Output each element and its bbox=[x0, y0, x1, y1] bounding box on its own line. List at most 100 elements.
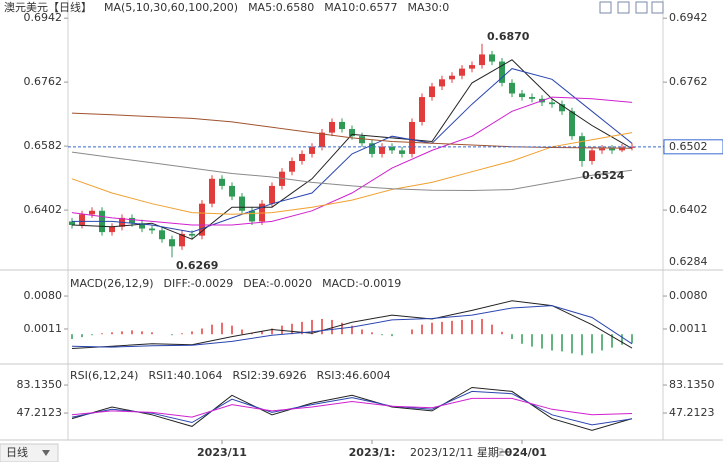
legend-item: DIFF:-0.0029 bbox=[164, 277, 234, 290]
period-button[interactable] bbox=[0, 443, 59, 462]
legend-item: RSI2:39.6926 bbox=[233, 369, 307, 382]
candle-body bbox=[579, 136, 585, 162]
y-tick-label: 0.0011 bbox=[24, 322, 63, 335]
rsi-line bbox=[71, 397, 633, 418]
candle-body bbox=[569, 111, 575, 137]
candle-body bbox=[289, 161, 295, 172]
y-tick-label: 0.6402 bbox=[669, 203, 708, 216]
legend-item: MACD(26,12,9) bbox=[70, 277, 154, 290]
candle-body bbox=[79, 214, 85, 225]
candle-body bbox=[359, 136, 365, 144]
icon[interactable] bbox=[617, 1, 630, 14]
candle-body bbox=[439, 79, 445, 87]
legend-item: MACD:-0.0019 bbox=[322, 277, 401, 290]
dropdown-arrow bbox=[42, 450, 50, 456]
candle-body bbox=[69, 221, 75, 225]
price-annotation: 0.6870 bbox=[487, 30, 530, 43]
x-tick-label: 2024/01 bbox=[497, 446, 547, 459]
title: 澳元美元【日线】 bbox=[4, 0, 92, 14]
y-tick-label: 83.1350 bbox=[669, 378, 715, 391]
candle-body bbox=[299, 153, 305, 162]
ma-line bbox=[71, 96, 633, 226]
legend-item: MA10:0.6577 bbox=[324, 1, 397, 14]
candle-body bbox=[409, 121, 415, 154]
y-tick-label: 0.6942 bbox=[24, 11, 63, 24]
y-tick-label: 0.0080 bbox=[24, 289, 63, 302]
legend-item: MA30:0 bbox=[408, 1, 450, 14]
y-tick-label: 47.2123 bbox=[17, 406, 63, 419]
ma-line bbox=[72, 68, 633, 233]
y-tick-label: 83.1350 bbox=[17, 378, 63, 391]
legend-item: DEA:-0.0020 bbox=[243, 277, 312, 290]
candle-body bbox=[369, 143, 375, 154]
toolbar-icons bbox=[599, 1, 664, 14]
candle-body bbox=[229, 185, 235, 197]
legend-item: RSI(6,12,24) bbox=[70, 369, 138, 382]
y-tick-label: 0.6582 bbox=[24, 139, 63, 152]
candle-body bbox=[599, 148, 605, 151]
candle-body bbox=[529, 97, 535, 99]
macd-line bbox=[71, 300, 633, 349]
price-annotation: 0.6524 bbox=[582, 169, 625, 182]
candle-body bbox=[89, 210, 95, 215]
x-tick-label: 2023/11 bbox=[197, 446, 247, 459]
candle-body bbox=[109, 226, 115, 233]
legend-item: MA5:0.6580 bbox=[248, 1, 314, 14]
candle-body bbox=[389, 146, 395, 151]
x-tick-label: 2023/1: bbox=[349, 446, 396, 459]
icon[interactable] bbox=[651, 1, 664, 14]
y-tick-label: 0.6762 bbox=[24, 75, 63, 88]
y-tick-label: 0.0011 bbox=[669, 322, 708, 335]
candle-body bbox=[459, 68, 465, 76]
ma-line bbox=[71, 59, 633, 240]
legend-item: RSI3:46.6004 bbox=[317, 369, 391, 382]
y-tick-label: 0.6762 bbox=[669, 75, 708, 88]
ma-line bbox=[71, 151, 633, 192]
candle-body bbox=[609, 148, 615, 151]
candle-body bbox=[309, 146, 315, 154]
candle-body bbox=[519, 93, 525, 98]
candle-body bbox=[449, 75, 455, 80]
candle-body bbox=[129, 217, 135, 224]
period-label[interactable]: 日线 bbox=[6, 445, 28, 459]
candle-body bbox=[549, 102, 555, 105]
candle-body bbox=[349, 129, 355, 137]
y-tick-label: 0.0080 bbox=[669, 289, 708, 302]
candle-body bbox=[159, 230, 165, 240]
candle-body bbox=[419, 97, 425, 122]
candle-body bbox=[319, 132, 325, 147]
y-tick-label: 0.6942 bbox=[669, 11, 708, 24]
legend-item: MA(5,10,30,60,100,200) bbox=[104, 1, 238, 14]
candle-body bbox=[509, 82, 515, 94]
candle-body bbox=[589, 150, 595, 162]
y-tick-label: 47.2123 bbox=[669, 406, 715, 419]
candle-body bbox=[179, 233, 185, 247]
rsi-line bbox=[71, 386, 633, 431]
candle-body bbox=[329, 121, 335, 133]
crosshair-date: 2023/12/11 星期一 bbox=[410, 446, 510, 459]
legend-item: RSI1:40.1064 bbox=[148, 369, 222, 382]
candle-body bbox=[499, 61, 505, 83]
candle-body bbox=[619, 147, 625, 151]
ma-line bbox=[71, 132, 633, 215]
price-annotation: 0.6269 bbox=[176, 259, 218, 272]
candle-body bbox=[629, 146, 635, 148]
rsi-line bbox=[71, 390, 633, 426]
candle-body bbox=[249, 210, 255, 222]
icon[interactable] bbox=[599, 1, 612, 14]
candle-body bbox=[469, 65, 475, 69]
candle-body bbox=[209, 178, 215, 204]
last-price-label: 0.6502 bbox=[669, 140, 708, 153]
candle-body bbox=[269, 185, 275, 204]
last-price-box bbox=[663, 139, 723, 155]
candle-body bbox=[149, 228, 155, 231]
candle-body bbox=[379, 146, 385, 154]
candle-body bbox=[219, 178, 225, 186]
candle-body bbox=[199, 203, 205, 236]
icon[interactable] bbox=[635, 1, 648, 14]
candle-body bbox=[189, 233, 195, 236]
candle-body bbox=[399, 150, 405, 154]
crosshair-box bbox=[408, 445, 504, 461]
